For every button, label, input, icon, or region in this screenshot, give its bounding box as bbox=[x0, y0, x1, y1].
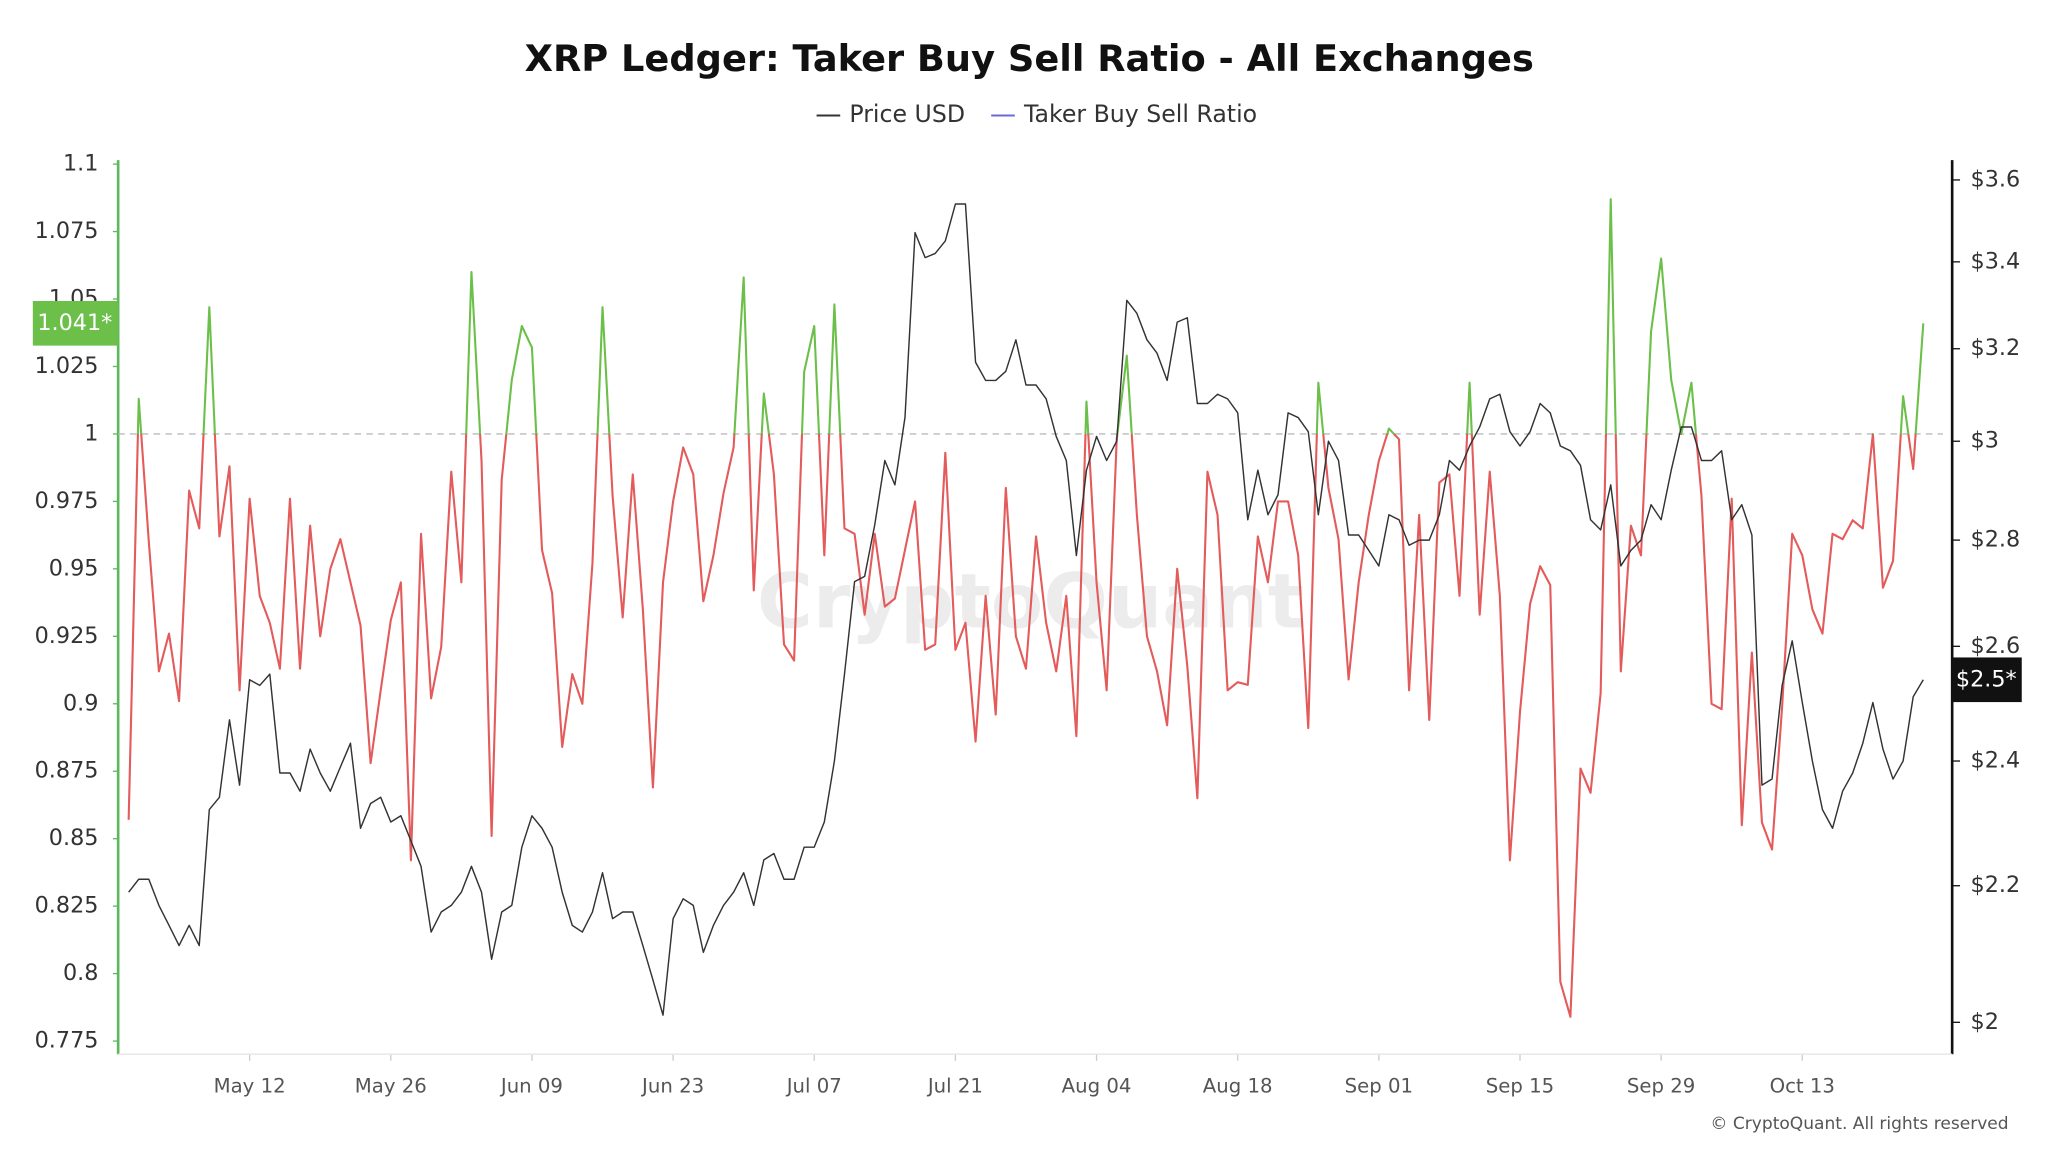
x-tick-label: Aug 04 bbox=[1062, 1075, 1132, 1098]
y-tick-label: 1.1 bbox=[63, 151, 98, 177]
y-tick-label: 0.95 bbox=[49, 555, 99, 581]
y-tick-label: 0.825 bbox=[35, 893, 99, 919]
x-tick-label: Jul 07 bbox=[785, 1075, 842, 1098]
x-tick-label: Sep 29 bbox=[1627, 1075, 1695, 1098]
ratio-line-below bbox=[127, 433, 1917, 1018]
y2-tick-label: $3.2 bbox=[1971, 335, 2021, 361]
last-value-box bbox=[32, 300, 119, 346]
y2-tick-label: $2.8 bbox=[1971, 527, 2021, 553]
y-tick-label: 1 bbox=[84, 420, 98, 446]
x-tick-label: Aug 18 bbox=[1203, 1075, 1273, 1098]
y-tick-label: 0.925 bbox=[35, 623, 99, 649]
y-tick-label: 1.075 bbox=[35, 218, 99, 244]
y-tick-label: 0.8 bbox=[63, 960, 98, 986]
x-tick-label: Jun 09 bbox=[499, 1075, 563, 1098]
x-tick-label: Jul 21 bbox=[926, 1075, 983, 1098]
y-tick-label: 0.9 bbox=[63, 690, 98, 716]
y2-tick-label: $2.4 bbox=[1971, 748, 2021, 774]
y-tick-label: 0.775 bbox=[35, 1028, 99, 1054]
legend-label: Price USD bbox=[849, 100, 965, 128]
y-tick-label: 0.875 bbox=[35, 758, 99, 784]
x-tick-label: Sep 15 bbox=[1486, 1075, 1554, 1098]
y-tick-label: 0.975 bbox=[35, 488, 99, 514]
y2-tick-label: $2.2 bbox=[1971, 872, 2021, 898]
price-line bbox=[128, 203, 1924, 1016]
x-tick-label: May 12 bbox=[214, 1075, 286, 1098]
x-tick-label: Oct 13 bbox=[1770, 1075, 1835, 1098]
x-tick-label: May 26 bbox=[355, 1075, 427, 1098]
legend-label: Taker Buy Sell Ratio bbox=[1023, 100, 1257, 128]
last-value-label: 1.041* bbox=[37, 310, 112, 336]
chart-title: XRP Ledger: Taker Buy Sell Ratio - All E… bbox=[525, 37, 1534, 80]
y2-tick-label: $3 bbox=[1971, 428, 1999, 454]
y2-tick-label: $2 bbox=[1971, 1009, 1999, 1035]
y-tick-label: 1.025 bbox=[35, 353, 99, 379]
x-tick-label: Jun 23 bbox=[640, 1075, 704, 1098]
last-value-label: $2.5* bbox=[1956, 666, 2017, 692]
x-tick-label: Sep 01 bbox=[1345, 1075, 1413, 1098]
y2-tick-label: $3.4 bbox=[1971, 248, 2021, 274]
y2-tick-label: $2.6 bbox=[1971, 633, 2021, 659]
credit: © CryptoQuant. All rights reserved bbox=[1710, 1114, 2008, 1134]
y2-tick-label: $3.6 bbox=[1971, 166, 2021, 192]
y-tick-label: 0.85 bbox=[49, 825, 99, 851]
last-value-box bbox=[1952, 657, 2022, 703]
